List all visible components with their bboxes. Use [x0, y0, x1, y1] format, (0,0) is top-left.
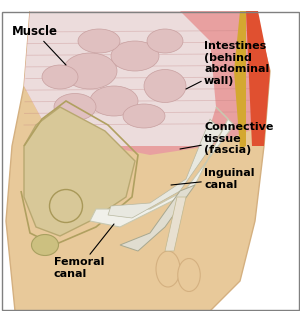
Text: Femoral
canal: Femoral canal	[54, 224, 114, 279]
Ellipse shape	[50, 190, 82, 223]
Ellipse shape	[144, 70, 186, 102]
Polygon shape	[120, 185, 195, 251]
Ellipse shape	[78, 29, 120, 53]
Polygon shape	[165, 197, 186, 251]
Text: Muscle: Muscle	[12, 25, 66, 65]
Ellipse shape	[156, 251, 180, 287]
Polygon shape	[90, 107, 234, 227]
Text: Connective
tissue
(fascia): Connective tissue (fascia)	[180, 122, 273, 155]
Polygon shape	[234, 11, 246, 149]
Polygon shape	[6, 11, 270, 311]
Polygon shape	[24, 11, 216, 146]
Ellipse shape	[178, 259, 200, 291]
Ellipse shape	[147, 29, 183, 53]
Polygon shape	[24, 11, 270, 155]
Ellipse shape	[111, 41, 159, 71]
Ellipse shape	[42, 65, 78, 89]
Polygon shape	[24, 107, 135, 236]
Ellipse shape	[54, 93, 96, 120]
Ellipse shape	[123, 104, 165, 128]
Polygon shape	[108, 119, 222, 218]
Ellipse shape	[90, 86, 138, 116]
Polygon shape	[246, 11, 270, 146]
Ellipse shape	[32, 234, 58, 255]
Text: Inguinal
canal: Inguinal canal	[171, 168, 254, 190]
Text: Intestines
(behind
abdominal
wall): Intestines (behind abdominal wall)	[186, 41, 269, 89]
Ellipse shape	[63, 53, 117, 89]
